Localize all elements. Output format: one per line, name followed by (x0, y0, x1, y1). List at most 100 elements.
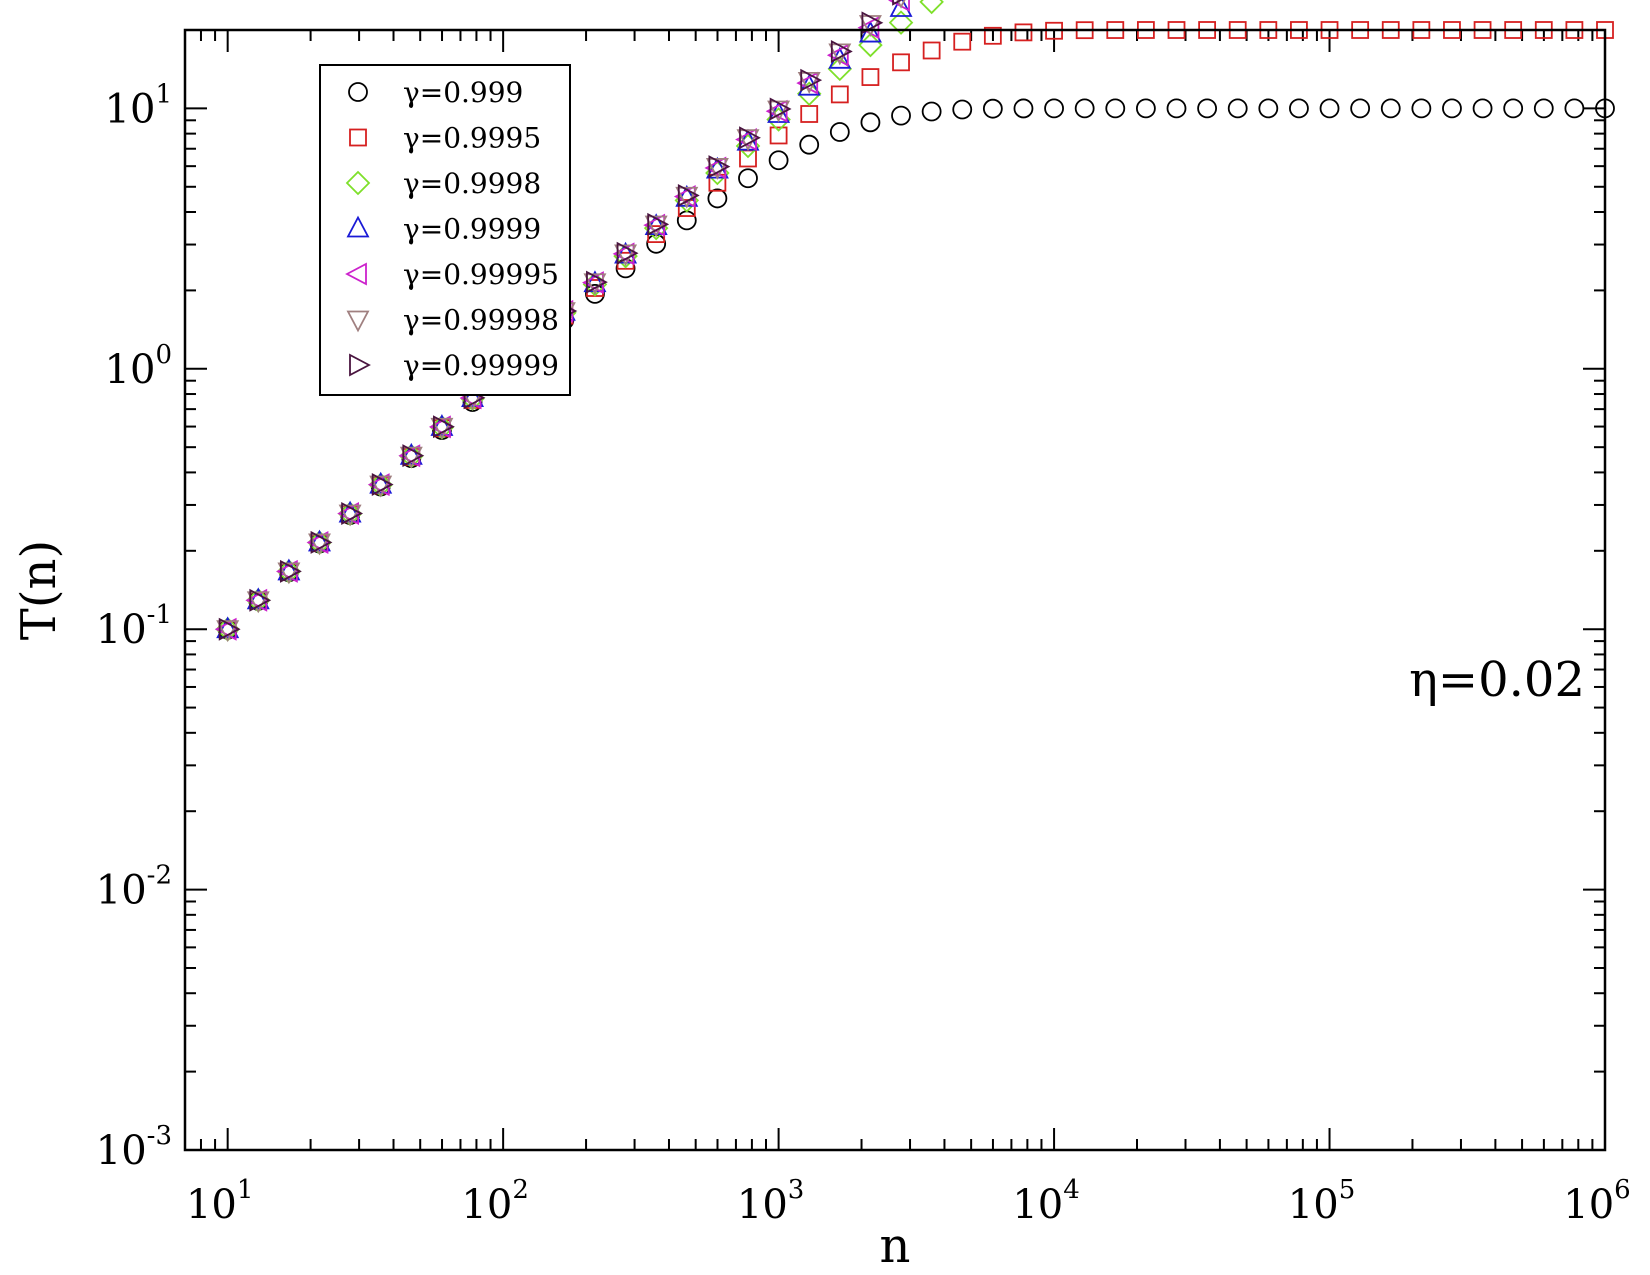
legend: γ=0.999 γ=0.9995 γ=0.9998 γ=0.9999 γ=0.99995… (319, 64, 571, 396)
legend-label: γ=0.9999 (403, 213, 541, 246)
data-point (860, 112, 881, 133)
data-point (738, 168, 758, 189)
data-point (708, 155, 731, 179)
data-point (583, 273, 607, 296)
data-point (1289, 98, 1309, 119)
data-point (769, 126, 788, 145)
data-point (310, 530, 333, 554)
data-point (888, 10, 914, 35)
data-point (800, 105, 819, 123)
data-point (677, 199, 696, 217)
data-point (1411, 98, 1432, 119)
legend-marker (346, 310, 370, 333)
y-tick-label: 10-3 (96, 1121, 172, 1174)
data-point (830, 85, 849, 104)
data-point (861, 68, 880, 86)
data-point (829, 122, 850, 142)
data-point (399, 442, 423, 465)
data-point (369, 471, 393, 494)
data-point (797, 73, 821, 96)
data-point (861, 11, 884, 35)
data-point (430, 417, 454, 440)
legend-label: γ=0.9998 (403, 167, 541, 200)
ticks-layer (184, 29, 1606, 1151)
data-point (952, 99, 973, 120)
data-point (891, 105, 911, 126)
data-point (249, 588, 272, 612)
data-point (246, 591, 270, 614)
data-point (1166, 98, 1187, 119)
data-point (246, 587, 270, 610)
data-point (216, 620, 240, 643)
data-point (1319, 98, 1340, 119)
data-point (306, 530, 329, 554)
data-point (338, 504, 362, 527)
data-point (705, 158, 729, 180)
data-point (216, 616, 240, 639)
data-point (428, 415, 451, 439)
data-point (1442, 98, 1462, 119)
data-point (367, 473, 390, 497)
data-point (1105, 98, 1126, 119)
x-tick-label: 104 (1012, 1175, 1079, 1228)
x-tick-label: 102 (461, 1175, 528, 1228)
data-point (245, 588, 268, 612)
data-point (1135, 98, 1156, 119)
data-point (277, 562, 301, 585)
data-point (739, 149, 757, 168)
data-point (982, 98, 1003, 119)
data-point (1258, 98, 1279, 119)
data-point (308, 529, 331, 552)
legend-label: γ=0.99995 (403, 258, 559, 291)
x-tick-label: 105 (1288, 1175, 1355, 1228)
legend-marker (349, 353, 371, 377)
data-point (433, 415, 455, 439)
data-point (644, 215, 668, 238)
data-point (1227, 98, 1248, 119)
x-axis-title: n (880, 1218, 911, 1274)
legend-marker (346, 215, 370, 238)
legend-label: γ=0.99998 (403, 304, 559, 337)
data-point (739, 126, 761, 150)
data-point (889, 0, 913, 17)
data-point (218, 617, 241, 641)
legend-label: γ=0.999 (403, 76, 523, 109)
data-point (369, 475, 393, 498)
data-point (583, 270, 607, 293)
y-tick-label: 10-1 (96, 600, 172, 653)
data-point (708, 173, 727, 192)
data-point (586, 270, 608, 294)
y-tick-label: 101 (105, 79, 172, 132)
data-point (277, 558, 301, 581)
legend-box (319, 64, 571, 396)
eta-annotation: η=0.02 (1409, 652, 1585, 708)
data-point (800, 68, 823, 92)
data-point (768, 150, 789, 171)
data-point (707, 188, 728, 209)
data-point (919, 0, 944, 15)
y-tick-label: 10-2 (96, 861, 172, 914)
x-tick-label: 103 (737, 1175, 804, 1228)
data-point (616, 241, 639, 265)
data-point (799, 134, 820, 155)
data-point (647, 212, 670, 236)
labels-layer: 101 102 103 104 105 106 10-3 10-2 10-1 100 101 (96, 79, 1631, 1228)
x-tick-label: 101 (186, 1175, 253, 1228)
data-point (341, 501, 364, 525)
data-point (308, 533, 331, 556)
data-point (922, 41, 941, 60)
legend-label: γ=0.99999 (403, 349, 559, 382)
data-point (337, 502, 359, 526)
data-point (1503, 98, 1524, 119)
data-point (338, 500, 362, 523)
data-point (585, 284, 605, 304)
data-point (675, 186, 699, 209)
data-point (953, 32, 972, 51)
data-point (1380, 98, 1401, 119)
data-point (461, 385, 485, 408)
data-point (676, 210, 697, 231)
plot-frame (183, 28, 1607, 1152)
data-point (275, 559, 298, 583)
data-point (214, 617, 237, 641)
